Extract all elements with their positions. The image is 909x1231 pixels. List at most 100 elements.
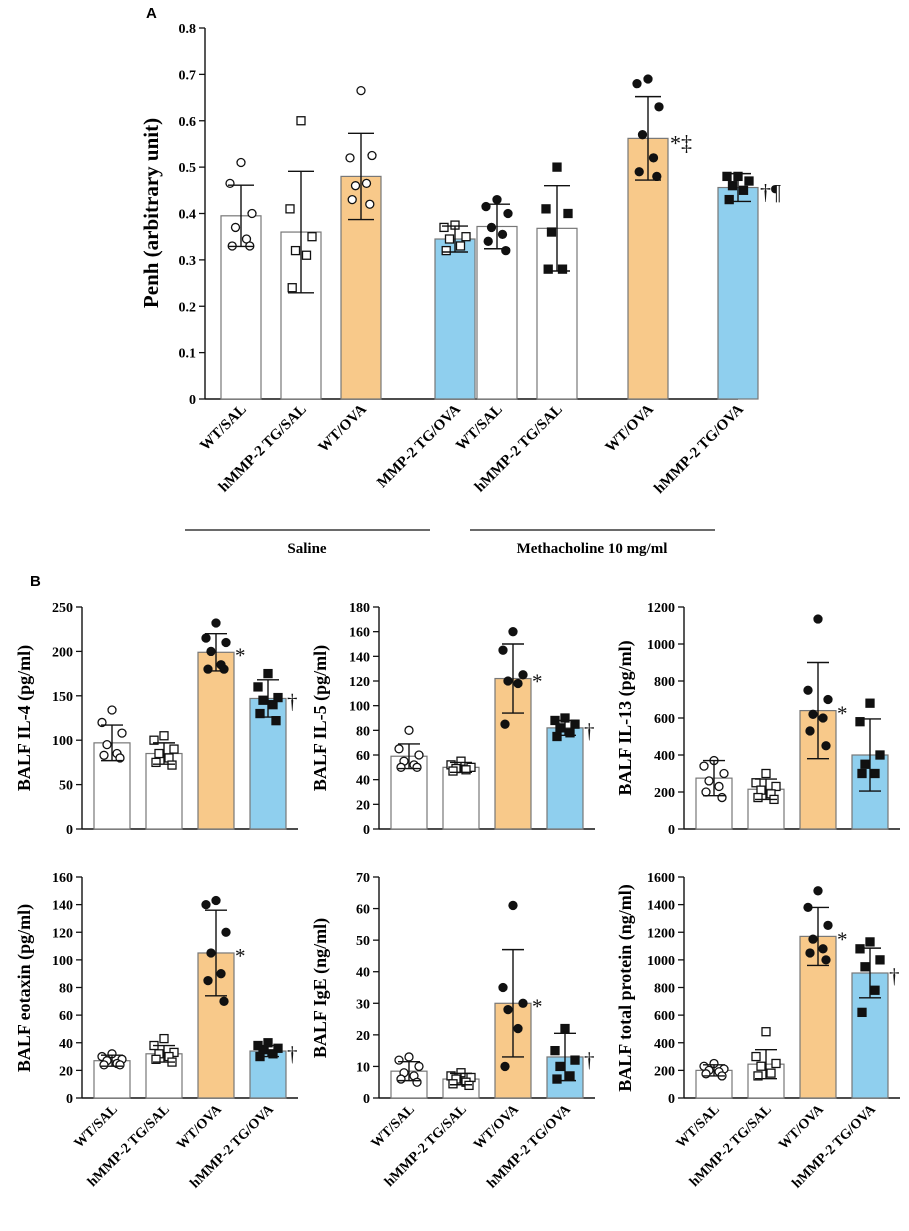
panel-b-data-point xyxy=(500,1061,510,1072)
panel-b-data-point xyxy=(414,1061,424,1072)
panel-a-data-point xyxy=(486,222,497,233)
panel-a-significance-mark: *‡ xyxy=(670,130,692,155)
panel-a-data-point xyxy=(301,250,312,260)
panel-a-data-point xyxy=(546,227,557,237)
panel-b-data-point xyxy=(823,694,833,705)
panel-b-bar-group xyxy=(442,1068,480,1099)
panel-b-bar-group xyxy=(390,725,428,830)
panel-b-ytick-label: 0 xyxy=(66,823,73,838)
panel-b-data-point xyxy=(503,1004,513,1015)
panel-a-data-point xyxy=(365,199,375,209)
panel-b-data-point xyxy=(221,927,231,937)
panel-a-ytick-label: 0.5 xyxy=(179,161,197,176)
panel-b-data-point xyxy=(803,685,813,695)
panel-b-data-point xyxy=(870,985,880,995)
panel-b-data-point xyxy=(273,1043,283,1053)
panel-a-data-point xyxy=(287,283,297,293)
panel-b-x-tick-label: WT/SAL xyxy=(369,1102,418,1151)
panel-b-data-point xyxy=(756,1061,766,1071)
panel-b-ytick-label: 30 xyxy=(356,997,370,1012)
panel-b-data-point xyxy=(555,723,565,733)
panel-b-x-tick-label: WT/OVA xyxy=(471,1102,522,1153)
panel-b-data-point xyxy=(550,1045,560,1056)
panel-b-ytick-label: 200 xyxy=(52,645,73,660)
panel-b-data-point xyxy=(699,761,709,771)
panel-a-data-point xyxy=(503,208,513,219)
panel-b-ytick-label: 100 xyxy=(52,954,73,969)
panel-b-data-point xyxy=(253,682,263,692)
panel-a-data-point xyxy=(497,229,508,240)
panel-b-significance-mark: * xyxy=(532,670,543,694)
panel-b-data-point xyxy=(552,1074,562,1084)
panel-a-data-point xyxy=(541,204,551,214)
panel-a-data-point xyxy=(236,157,246,168)
panel-a-data-point xyxy=(637,130,648,140)
panel-b-data-point xyxy=(396,1074,406,1084)
panel-b-data-point xyxy=(565,728,575,738)
panel-b-y-axis-label: BALF IL-13 (pg/ml) xyxy=(615,640,636,795)
panel-b-ytick-label: 120 xyxy=(52,926,73,941)
saline-group-label: Saline xyxy=(287,541,327,557)
panel-b-data-point xyxy=(552,731,562,742)
panel-b-data-point xyxy=(875,750,885,760)
panel-b-significance-mark: † xyxy=(287,689,298,713)
panel-b-data-point xyxy=(513,1023,523,1034)
panel-b-ytick-label: 180 xyxy=(349,601,370,616)
panel-a-data-point xyxy=(455,241,466,251)
panel-b-data-point xyxy=(206,948,216,958)
panel-b-ytick-label: 120 xyxy=(349,675,370,690)
panel-b-data-point xyxy=(201,899,211,910)
panel-b-x-tick-label: WT/OVA xyxy=(776,1102,827,1153)
panel-b-data-point xyxy=(498,982,508,993)
panel-b-ytick-label: 250 xyxy=(52,601,73,616)
panel-b-data-point xyxy=(414,750,424,760)
panel-a-ytick-label: 0.3 xyxy=(179,254,197,269)
panel-b-ytick-label: 40 xyxy=(59,1037,73,1052)
panel-a-x-tick-label: WT/SAL xyxy=(197,402,250,455)
panel-b-data-point xyxy=(508,900,518,911)
panel-b-data-point xyxy=(169,744,179,754)
panel-b-data-point xyxy=(865,937,875,947)
panel-b-data-point xyxy=(448,766,458,776)
panel-b-data-point xyxy=(753,792,763,803)
panel-b-ytick-label: 1000 xyxy=(647,638,675,653)
panel-a-data-point xyxy=(501,245,511,256)
panel-b-data-point xyxy=(508,627,518,637)
panel-b-ytick-label: 0 xyxy=(668,823,675,838)
panel-b-data-point xyxy=(273,692,283,703)
panel-a-bar xyxy=(627,137,669,400)
panel-b-bar-group xyxy=(695,1058,733,1099)
panel-b-data-point xyxy=(107,705,117,715)
panel-a-data-point xyxy=(738,185,749,195)
panel-b-bar-group: * xyxy=(494,900,543,1099)
panel-a-data-point xyxy=(654,102,664,112)
panel-a-x-tick-label: WT/OVA xyxy=(603,401,657,455)
panel-b-data-point xyxy=(268,1049,278,1059)
panel-b-bar-group xyxy=(747,768,785,830)
panel-b-data-point xyxy=(821,955,831,965)
panel-b-data-point xyxy=(412,762,422,772)
panel-b-ytick-label: 160 xyxy=(52,871,73,886)
panel-b-bar xyxy=(546,727,584,830)
panel-b-ytick-label: 20 xyxy=(356,1029,370,1044)
panel-b-ytick-label: 1000 xyxy=(647,954,675,969)
panel-a-ytick-label: 0.6 xyxy=(179,115,197,130)
panel-b-ytick-label: 200 xyxy=(654,1064,675,1079)
panel-b-bar-group xyxy=(93,705,131,830)
panel-b-data-point xyxy=(211,895,221,906)
panel-b-data-point xyxy=(560,1023,570,1034)
panel-a-data-point xyxy=(492,194,502,205)
panel-b-ytick-label: 150 xyxy=(52,690,73,705)
panel-a-data-point xyxy=(557,264,568,274)
methacholine-group-label: Methacholine 10 mg/ml xyxy=(517,541,668,557)
panel-b-data-point xyxy=(717,792,727,803)
panel-b-ytick-label: 0 xyxy=(363,1092,370,1107)
panel-a-data-point xyxy=(307,232,317,242)
panel-b-chart-3: 0 200 400 600 800 1000 1200 BALF IL-13 (pg/ml) * xyxy=(615,601,900,838)
panel-a-data-point xyxy=(652,171,662,182)
panel-b-bar-group: * xyxy=(197,618,246,830)
panel-b-data-point xyxy=(117,728,127,738)
panel-b-ytick-label: 10 xyxy=(356,1060,370,1075)
panel-b-bar-group xyxy=(851,698,889,830)
